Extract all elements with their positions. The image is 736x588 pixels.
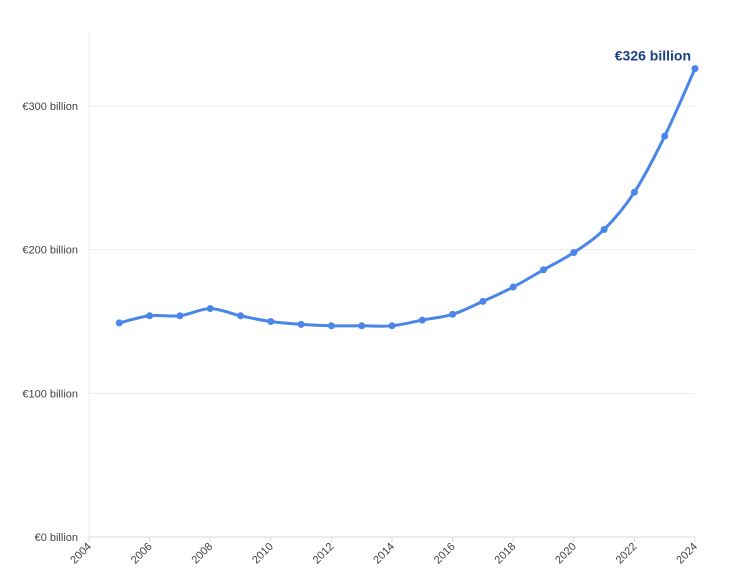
tick-layer: €0 billion €100 billion €200 billion €300 b… [22,101,700,566]
y-tick-label: €0 billion [35,532,78,544]
data-point[interactable] [509,283,517,291]
data-point[interactable] [115,319,123,327]
data-point[interactable] [661,132,669,140]
y-tick-label: €200 billion [22,245,78,257]
x-tick-label: 2012 [311,541,337,567]
data-point[interactable] [388,322,396,330]
x-tick-label: 2014 [371,541,397,567]
x-tick-label: 2024 [674,541,700,567]
data-point[interactable] [479,297,487,305]
x-tick-label: 2008 [190,541,216,567]
data-point[interactable] [297,320,305,328]
data-point[interactable] [146,312,154,320]
data-point[interactable] [418,316,426,324]
data-point[interactable] [358,322,366,330]
data-point[interactable] [237,312,244,320]
grid-layer [89,105,695,394]
x-tick-label: 2018 [493,541,519,567]
data-point[interactable] [691,65,699,73]
data-point[interactable] [570,249,578,257]
value-annotation: €326 billion [615,48,691,64]
x-tick-label: 2016 [432,541,458,567]
x-tick-label: 2020 [553,541,579,567]
y-tick-label: €300 billion [22,101,78,113]
x-tick-label: 2010 [250,541,276,567]
data-point[interactable] [540,266,547,274]
x-tick-label: 2022 [614,541,640,567]
data-point[interactable] [630,188,638,196]
axis-layer [88,32,696,542]
x-tick-label: 2004 [68,541,94,567]
y-tick-label: €100 billion [22,388,78,400]
data-point[interactable] [206,305,214,313]
series-line [117,67,697,328]
data-point[interactable] [600,226,608,234]
data-point[interactable] [267,318,275,325]
data-point[interactable] [449,310,457,318]
series-layer [115,65,699,330]
data-point[interactable] [327,322,335,330]
annotation-layer: €326 billion [615,48,691,64]
data-point[interactable] [176,312,184,320]
x-tick-label: 2006 [129,541,155,567]
